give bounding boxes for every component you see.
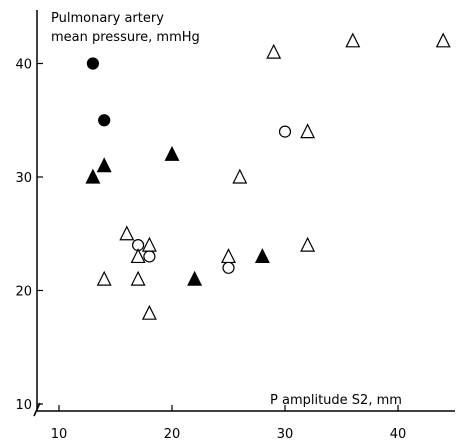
data-point-open-circle: [143, 250, 156, 263]
data-point-open-triangle: [300, 236, 316, 252]
data-point-open-circle: [278, 125, 292, 138]
data-point-open-triangle: [300, 123, 316, 139]
x-tick-label: 10: [51, 427, 68, 442]
x-tick-label: 20: [164, 427, 181, 442]
data-point-filled-triangle: [254, 248, 270, 264]
data-point-open-triangle: [141, 304, 157, 320]
data-point-filled-circle: [86, 57, 100, 70]
data-point-open-triangle: [141, 236, 157, 252]
y-tick-label: 10: [15, 398, 32, 413]
data-point-filled-circle: [98, 114, 111, 127]
data-point-filled-triangle: [187, 270, 203, 286]
x-axis-label: P amplitude S2, mm: [270, 393, 402, 408]
y-tick-label: 40: [15, 58, 32, 73]
data-point-open-triangle: [119, 225, 135, 241]
y-axis-label-line2: mean pressure, mmHg: [51, 30, 200, 45]
data-point-open-triangle: [345, 32, 361, 48]
data-point-open-triangle: [96, 270, 112, 286]
data-point-filled-triangle: [164, 145, 180, 161]
data-point-open-triangle: [435, 32, 451, 48]
axis-ticks: 10 20 30 40 10 20 30 40: [15, 58, 406, 443]
x-tick-label: 40: [390, 427, 407, 442]
data-point-filled-triangle: [85, 168, 101, 184]
y-tick-label: 30: [15, 171, 32, 186]
data-point-open-triangle: [232, 168, 248, 184]
data-point-filled-triangle: [96, 157, 112, 173]
data-point-open-circle: [222, 261, 235, 274]
y-axis-label-line1: Pulmonary artery: [51, 11, 164, 26]
data-point-open-triangle: [266, 43, 282, 59]
data-points: [85, 32, 451, 320]
data-point-open-triangle: [130, 248, 146, 264]
data-point-open-triangle: [221, 248, 236, 264]
y-tick-label: 20: [15, 285, 32, 300]
data-point-open-triangle: [130, 270, 146, 286]
x-tick-label: 30: [277, 427, 294, 442]
